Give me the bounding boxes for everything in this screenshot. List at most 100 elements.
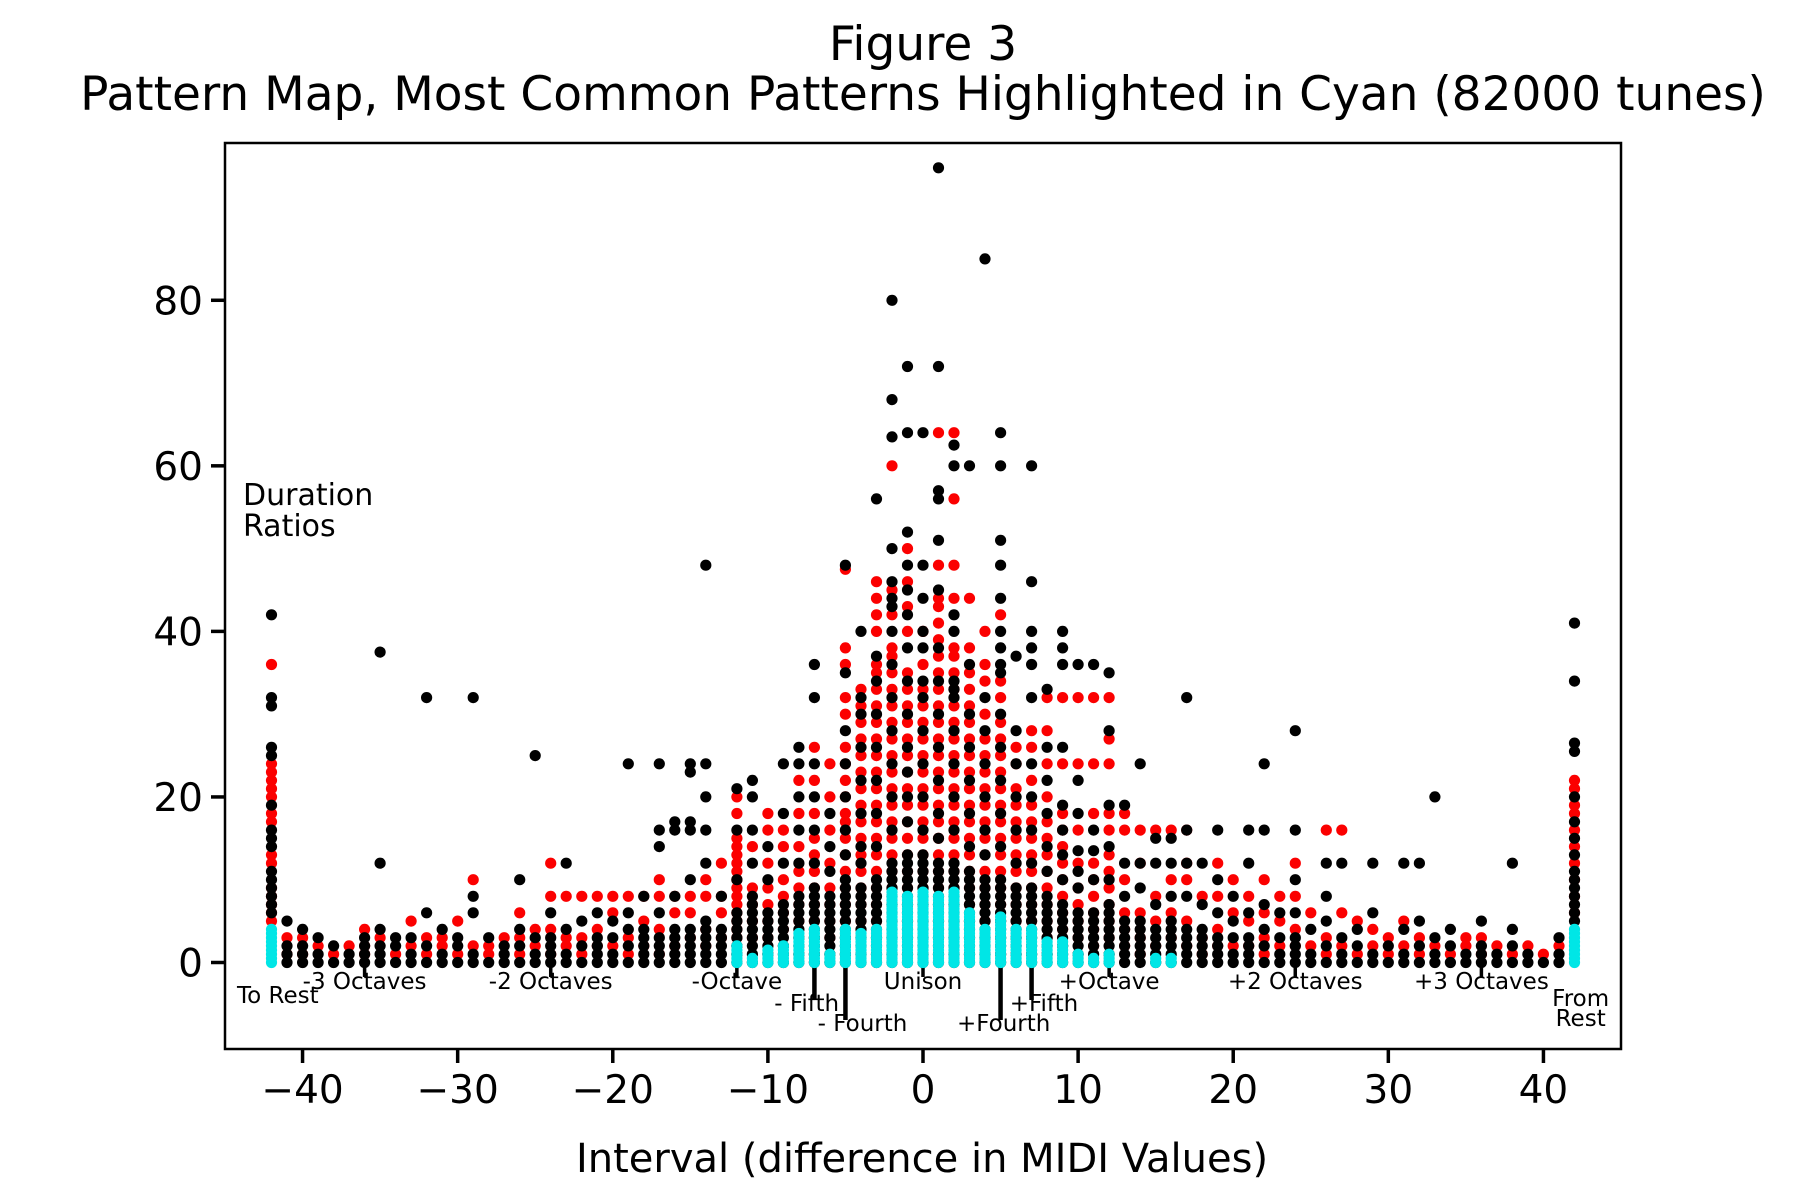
scatter-dot-black bbox=[948, 857, 960, 869]
scatter-dot-black bbox=[932, 675, 945, 687]
scatter-dot-black bbox=[1026, 758, 1038, 770]
scatter-dot-red bbox=[1026, 816, 1038, 828]
scatter-dot-red bbox=[917, 832, 929, 844]
scatter-dot-black bbox=[1413, 915, 1425, 927]
scatter-dot-black bbox=[1134, 915, 1146, 927]
scatter-dot-red bbox=[948, 849, 960, 861]
scatter-dot-black bbox=[731, 932, 743, 944]
scatter-dot-black bbox=[855, 899, 867, 911]
scatter-dot-cyan bbox=[746, 952, 759, 965]
scatter-dot-red bbox=[1506, 948, 1518, 960]
scatter-dot-black bbox=[1398, 956, 1410, 969]
scatter-dot-black bbox=[1010, 882, 1022, 894]
scatter-dot-black bbox=[901, 849, 914, 861]
scatter-dot-black bbox=[1568, 791, 1581, 803]
scatter-dot-black bbox=[948, 439, 960, 451]
scatter-dot-red bbox=[777, 890, 790, 902]
scatter-dot-black bbox=[1119, 915, 1131, 927]
scatter-dot-black bbox=[1119, 890, 1131, 902]
scatter-dot-black bbox=[421, 907, 433, 919]
scatter-dot-red bbox=[405, 915, 417, 927]
scatter-dot-red bbox=[1041, 758, 1053, 770]
scatter-dot-black bbox=[1057, 642, 1069, 654]
scatter-dot-black bbox=[855, 625, 867, 638]
scatter-dot-black bbox=[1026, 791, 1038, 803]
scatter-dot-black bbox=[731, 923, 743, 936]
scatter-dot-black bbox=[808, 857, 821, 869]
scatter-dot-black bbox=[886, 725, 898, 737]
scatter-dot-red bbox=[1568, 857, 1581, 869]
scatter-dot-red bbox=[265, 807, 278, 820]
scatter-dot-black bbox=[1165, 857, 1177, 869]
interval-annotation-label: -Octave bbox=[692, 969, 783, 995]
scatter-dot-red bbox=[948, 642, 960, 654]
scatter-dot-red bbox=[870, 865, 883, 878]
scatter-dot-red bbox=[1181, 874, 1193, 886]
scatter-dot-red bbox=[932, 766, 945, 778]
interval-annotation-label: +Fourth bbox=[957, 1011, 1050, 1037]
scatter-dot-cyan bbox=[948, 886, 960, 898]
scatter-dot-black bbox=[870, 675, 883, 687]
scatter-dot-red bbox=[1057, 857, 1069, 869]
scatter-dot-red bbox=[886, 642, 898, 654]
interval-annotation-label: -2 Octaves bbox=[489, 969, 613, 995]
scatter-dot-red bbox=[855, 766, 867, 778]
scatter-dot-black bbox=[777, 807, 790, 820]
scatter-dot-cyan bbox=[1103, 948, 1115, 960]
scatter-dot-black bbox=[1351, 940, 1363, 952]
scatter-dot-black bbox=[1243, 932, 1255, 944]
scatter-dot-red bbox=[855, 849, 867, 861]
scatter-dot-black bbox=[312, 932, 324, 944]
scatter-dot-red bbox=[1026, 849, 1038, 861]
scatter-dot-black bbox=[1227, 948, 1239, 960]
scatter-dot-red bbox=[777, 841, 790, 853]
scatter-dot-red bbox=[870, 576, 883, 588]
scatter-dot-black bbox=[1057, 824, 1069, 836]
scatter-dot-red bbox=[514, 948, 526, 960]
scatter-dot-black bbox=[1103, 799, 1115, 811]
scatter-dot-black bbox=[715, 940, 728, 952]
scatter-dot-black bbox=[1103, 932, 1115, 944]
scatter-dot-black bbox=[265, 700, 278, 712]
scatter-dot-red bbox=[839, 774, 852, 787]
scatter-dot-black bbox=[684, 940, 696, 952]
scatter-dot-black bbox=[870, 493, 883, 505]
scatter-dot-black bbox=[901, 584, 914, 596]
scatter-dot-black bbox=[1398, 857, 1410, 869]
scatter-dot-red bbox=[808, 849, 821, 861]
scatter-dot-black bbox=[452, 932, 464, 944]
scatter-dot-black bbox=[421, 940, 433, 952]
scatter-dot-black bbox=[265, 890, 278, 902]
scatter-dot-red bbox=[963, 783, 976, 795]
scatter-dot-black bbox=[638, 948, 650, 960]
scatter-dot-black bbox=[839, 899, 852, 911]
scatter-dot-red bbox=[1320, 824, 1332, 836]
scatter-dot-red bbox=[839, 642, 852, 654]
scatter-dot-black bbox=[1119, 857, 1131, 869]
scatter-dot-black bbox=[963, 890, 976, 902]
scatter-dot-black bbox=[855, 841, 867, 853]
scatter-dot-black bbox=[467, 948, 479, 960]
scatter-dot-black bbox=[514, 956, 526, 969]
scatter-dot-black bbox=[901, 427, 914, 439]
scatter-dot-black bbox=[653, 841, 665, 853]
scatter-dot-black bbox=[1568, 915, 1581, 927]
scatter-dot-red bbox=[932, 667, 945, 679]
scatter-dot-black bbox=[917, 791, 929, 803]
scatter-dot-black bbox=[1336, 857, 1348, 869]
scatter-dot-red bbox=[1103, 758, 1115, 770]
scatter-dot-black bbox=[1026, 857, 1038, 869]
scatter-dot-red bbox=[1274, 890, 1286, 902]
scatter-dot-cyan bbox=[839, 923, 852, 936]
scatter-dot-black bbox=[979, 882, 991, 894]
scatter-dot-red bbox=[886, 683, 898, 695]
scatter-dot-cyan bbox=[777, 940, 790, 952]
scatter-dot-black bbox=[622, 940, 634, 952]
scatter-dot-red bbox=[948, 832, 960, 844]
scatter-dot-black bbox=[1057, 849, 1069, 861]
scatter-dot-red bbox=[901, 783, 914, 795]
scatter-dot-black bbox=[560, 948, 572, 960]
scatter-dot-black bbox=[1103, 940, 1115, 952]
scatter-dot-red bbox=[886, 849, 898, 861]
scatter-dot-black bbox=[529, 932, 541, 944]
